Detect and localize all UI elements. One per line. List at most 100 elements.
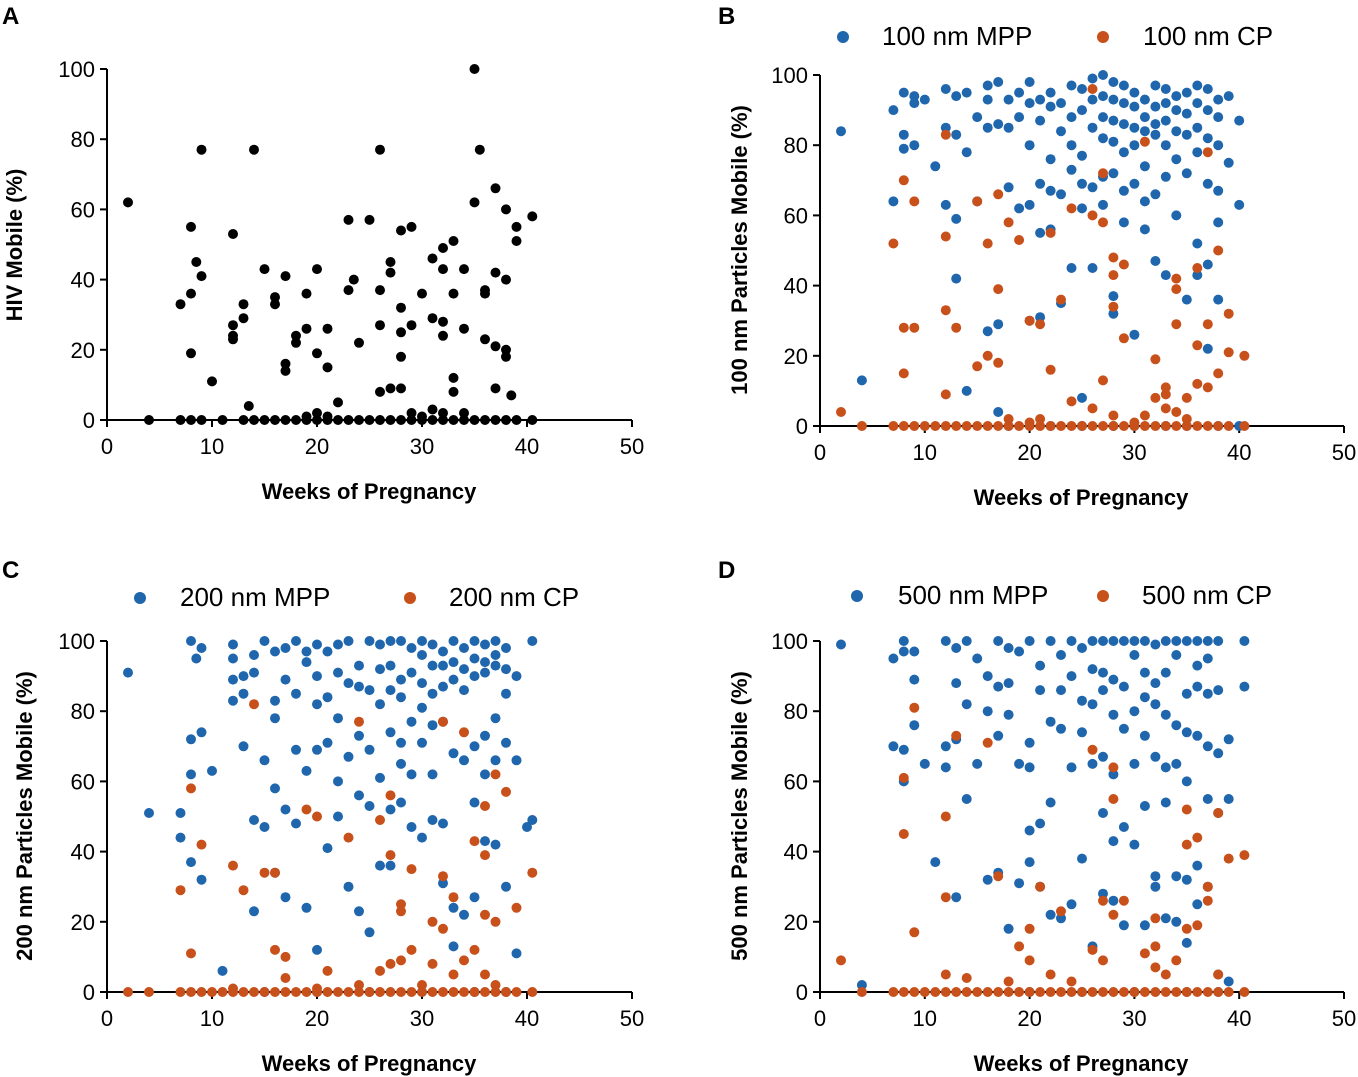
point-cp-b (1213, 245, 1224, 256)
point-mpp-c (427, 688, 438, 699)
point-cp-c (375, 965, 385, 976)
point-mpp-b (1181, 87, 1192, 98)
point-hiv-a (196, 144, 207, 155)
point-mpp-c (259, 822, 270, 832)
y-tick-label-b: 80 (784, 133, 808, 158)
point-cp-d (919, 987, 930, 997)
point-mpp-b (1129, 87, 1140, 98)
point-mpp-c (417, 650, 427, 660)
point-mpp-d (1171, 758, 1182, 769)
point-mpp-d (919, 758, 930, 769)
point-mpp-b (1139, 224, 1150, 235)
point-cp-d (1077, 987, 1087, 997)
point-mpp-d (1024, 636, 1035, 646)
point-hiv-a (511, 236, 522, 246)
point-mpp-c (490, 660, 501, 671)
point-mpp-c (406, 716, 417, 727)
point-mpp-b (1171, 91, 1182, 102)
point-hiv-a (343, 415, 354, 425)
point-cp-c (480, 909, 490, 920)
point-mpp-c (354, 660, 364, 671)
point-mpp-c (469, 636, 480, 646)
point-mpp-d (898, 744, 909, 755)
plot-b: 0 10 20 30 40 50 0 20 40 60 80 100 (771, 63, 1356, 465)
point-mpp-c (480, 769, 490, 780)
point-mpp-d (1171, 871, 1182, 882)
point-mpp-b (1213, 140, 1224, 151)
point-cp-b (1213, 421, 1224, 431)
point-mpp-b (1098, 199, 1108, 210)
point-mpp-d (1014, 646, 1025, 657)
point-cp-b (898, 322, 909, 333)
point-cp-c (280, 987, 291, 997)
point-cp-b (1181, 421, 1192, 431)
point-mpp-b (1014, 203, 1025, 214)
point-mpp-c (343, 678, 354, 689)
point-mpp-c (469, 797, 480, 808)
point-cp-d (1024, 955, 1035, 966)
point-hiv-a (474, 144, 485, 155)
point-mpp-c (228, 695, 238, 706)
point-cp-c (238, 885, 249, 896)
point-mpp-b (1234, 115, 1245, 126)
point-cp-b (1160, 382, 1171, 393)
point-cp-d (1213, 987, 1224, 997)
point-mpp-b (1118, 119, 1129, 130)
point-cp-c (490, 987, 501, 997)
point-cp-c (270, 867, 280, 878)
panel-label-b: B (718, 3, 735, 30)
point-mpp-b (1108, 77, 1119, 87)
point-mpp-b (1150, 129, 1161, 140)
point-cp-d (1171, 955, 1182, 966)
point-mpp-d (1192, 899, 1203, 910)
point-hiv-a (354, 415, 364, 425)
point-mpp-c (123, 667, 133, 678)
point-cp-b (1118, 421, 1129, 431)
point-mpp-c (280, 643, 291, 653)
point-mpp-d (940, 636, 951, 646)
point-mpp-d (1181, 776, 1192, 787)
point-mpp-c (459, 685, 469, 696)
point-mpp-b (1171, 105, 1182, 116)
point-mpp-d (940, 762, 951, 773)
point-cp-d (940, 969, 951, 980)
point-cp-b (1056, 421, 1066, 431)
point-mpp-b (1129, 140, 1140, 151)
point-cp-d (1087, 987, 1098, 997)
point-mpp-d (993, 636, 1004, 646)
point-mpp-b (1213, 217, 1224, 228)
point-cp-b (1150, 354, 1161, 365)
point-cp-d (1024, 923, 1035, 934)
point-cp-b (951, 421, 962, 431)
point-hiv-a (375, 386, 385, 397)
point-mpp-c (396, 797, 406, 808)
point-mpp-b (1160, 171, 1171, 182)
point-cp-d (898, 772, 909, 783)
x-tick-label-a: 50 (620, 434, 644, 459)
point-cp-c (396, 955, 406, 966)
point-mpp-c (448, 657, 459, 668)
point-mpp-b (888, 105, 899, 116)
point-cp-b (898, 175, 909, 186)
point-mpp-c (417, 636, 427, 646)
point-cp-c (301, 804, 312, 815)
point-mpp-c (228, 674, 238, 685)
point-mpp-c (480, 639, 490, 650)
point-cp-d (1150, 941, 1161, 952)
point-mpp-b (909, 98, 920, 109)
y-tick-label-d: 60 (784, 769, 808, 794)
point-cp-c (196, 839, 207, 850)
point-mpp-d (1108, 895, 1119, 906)
point-cp-b (1003, 421, 1014, 431)
point-mpp-d (1003, 923, 1014, 934)
point-mpp-b (1223, 157, 1234, 168)
point-mpp-c (417, 702, 427, 713)
x-tick-label-d: 50 (1332, 1006, 1356, 1031)
point-hiv-a (364, 415, 375, 425)
point-mpp-d (982, 671, 993, 682)
point-mpp-b (1066, 164, 1077, 175)
point-cp-b (1239, 350, 1250, 361)
point-mpp-c (375, 664, 385, 675)
point-hiv-a (259, 415, 270, 425)
point-mpp-b (1139, 196, 1150, 207)
